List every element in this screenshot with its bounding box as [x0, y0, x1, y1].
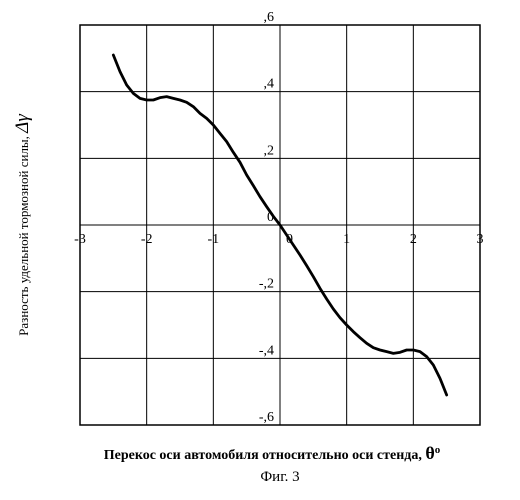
figure-caption: Фиг. 3 — [260, 469, 299, 485]
x-tick-label: 1 — [343, 232, 350, 247]
x-tick-label: 2 — [410, 232, 417, 247]
y-tick-label: ,2 — [264, 143, 275, 158]
x-tick-label: -2 — [141, 232, 153, 247]
svg-text:Разность удельной тормозной: Разность удельной тормозной силы, Δγ — [12, 114, 33, 336]
y-axis-label: Разность удельной тормозной силы, Δγ — [12, 114, 33, 336]
y-tick-label: -,2 — [259, 277, 274, 292]
brake-force-chart: -3-2-10123-,6-,4-,20,2,4,6Перекос оси ав… — [0, 0, 520, 500]
y-tick-label: ,6 — [264, 10, 275, 25]
y-tick-label: -,4 — [259, 343, 274, 358]
y-tick-label: -,6 — [259, 410, 274, 425]
y-tick-label: ,4 — [264, 77, 275, 92]
x-tick-label: -1 — [207, 232, 219, 247]
